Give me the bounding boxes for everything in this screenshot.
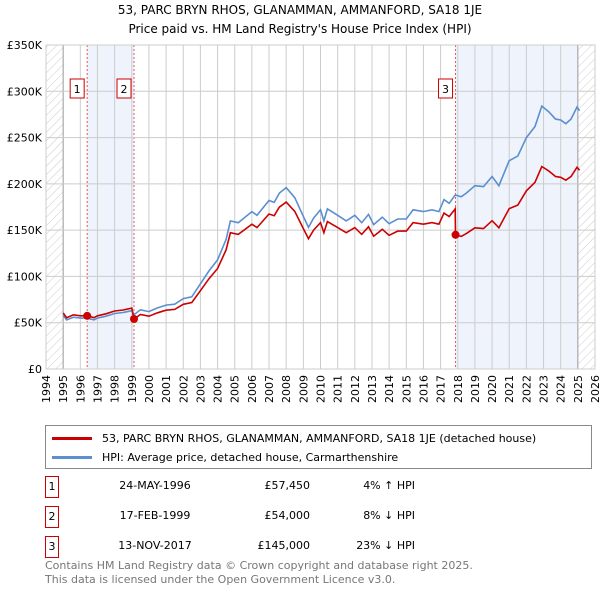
footer: Contains HM Land Registry data © Crown c… xyxy=(45,559,473,587)
sale-number: 2 xyxy=(45,506,59,528)
x-tick-label: 2021 xyxy=(503,375,516,403)
sale-date: 13-NOV-2017 xyxy=(118,539,192,552)
x-tick-label: 2020 xyxy=(486,375,499,403)
sale-price: £145,000 xyxy=(257,539,311,552)
legend-swatch-blue xyxy=(52,455,92,459)
x-tick-label: 2026 xyxy=(589,375,600,403)
sale-label: 3 xyxy=(442,83,449,96)
x-tick-label: 1995 xyxy=(57,375,70,403)
y-tick-label: £100K xyxy=(7,270,43,283)
x-tick-label: 2023 xyxy=(538,375,551,403)
sale-date: 17-FEB-1999 xyxy=(119,509,191,522)
sale-price: £54,000 xyxy=(264,509,311,522)
x-tick-label: 1994 xyxy=(40,375,53,403)
sale-number: 1 xyxy=(45,476,59,498)
x-tick-label: 2000 xyxy=(143,375,156,403)
sale-label: 1 xyxy=(74,83,81,96)
x-tick-label: 2009 xyxy=(297,375,310,403)
plot-border xyxy=(45,44,596,370)
sale-price: £57,450 xyxy=(264,479,311,492)
y-tick-label: £0 xyxy=(28,363,42,376)
chart-title: 53, PARC BRYN RHOS, GLANAMMAN, AMMANFORD… xyxy=(118,3,482,17)
x-tick-label: 2022 xyxy=(520,375,533,403)
hatched-region xyxy=(577,45,595,369)
sale-row: 2 17-FEB-1999 £54,000 8% ↓ HPI xyxy=(45,506,415,528)
sale-point xyxy=(451,230,460,239)
sale-label-box xyxy=(438,78,454,99)
legend-label: HPI: Average price, detached house, Carm… xyxy=(102,450,399,464)
x-tick-label: 2025 xyxy=(572,375,585,403)
legend-item-property: 53, PARC BRYN RHOS, GLANAMMAN, AMMANFORD… xyxy=(52,430,536,446)
x-tick-label: 2005 xyxy=(229,375,242,403)
sale-row: 3 13-NOV-2017 £145,000 23% ↓ HPI xyxy=(45,536,415,558)
x-tick-label: 2018 xyxy=(452,375,465,403)
sale-point xyxy=(130,315,139,324)
x-tick-label: 2015 xyxy=(400,375,413,403)
sale-hpi-diff: 4% ↑ HPI xyxy=(363,479,415,492)
legend-swatch-red xyxy=(52,436,92,440)
y-tick-label: £50K xyxy=(14,317,43,330)
x-tick-label: 2008 xyxy=(280,375,293,403)
x-tick-label: 1997 xyxy=(91,375,104,403)
x-tick-label: 2012 xyxy=(349,375,362,403)
sale-hpi-diff: 23% ↓ HPI xyxy=(356,539,415,552)
x-tick-label: 2011 xyxy=(332,375,345,403)
hatched-region xyxy=(46,45,64,369)
x-tick-label: 2006 xyxy=(246,375,259,403)
price-chart: 53, PARC BRYN RHOS, GLANAMMAN, AMMANFORD… xyxy=(7,3,600,403)
x-tick-label: 2017 xyxy=(435,375,448,403)
x-tick-label: 2013 xyxy=(366,375,379,403)
y-tick-label: £300K xyxy=(7,85,43,98)
y-tick-label: £350K xyxy=(7,39,43,52)
x-tick-label: 2003 xyxy=(194,375,207,403)
x-tick-label: 2014 xyxy=(383,375,396,403)
sale-hpi-diff: 8% ↓ HPI xyxy=(363,509,415,522)
hpi-line xyxy=(62,104,581,321)
legend: 53, PARC BRYN RHOS, GLANAMMAN, AMMANFORD… xyxy=(45,425,592,469)
x-tick-label: 2002 xyxy=(177,375,190,403)
sale-label-box xyxy=(69,78,85,99)
legend-label: 53, PARC BRYN RHOS, GLANAMMAN, AMMANFORD… xyxy=(102,431,537,445)
x-tick-label: 2016 xyxy=(417,375,430,403)
x-tick-label: 1998 xyxy=(109,375,122,403)
sale-row: 1 24-MAY-1996 £57,450 4% ↑ HPI xyxy=(45,476,415,498)
chart-subtitle: Price paid vs. HM Land Registry's House … xyxy=(128,22,471,36)
x-tick-label: 2007 xyxy=(263,375,276,403)
x-tick-label: 2024 xyxy=(555,375,568,403)
y-tick-label: £200K xyxy=(7,178,43,191)
x-tick-label: 2004 xyxy=(212,375,225,403)
footer-licence: This data is licensed under the Open Gov… xyxy=(45,573,396,586)
shaded-period xyxy=(455,45,578,369)
sale-point xyxy=(83,311,92,320)
legend-item-hpi: HPI: Average price, detached house, Carm… xyxy=(52,449,398,465)
sale-label-box xyxy=(116,78,132,99)
sale-date: 24-MAY-1996 xyxy=(119,479,191,492)
price-paid-line xyxy=(62,165,581,321)
y-tick-label: £150K xyxy=(7,224,43,237)
footer-copyright: Contains HM Land Registry data © Crown c… xyxy=(45,559,473,572)
x-tick-label: 2010 xyxy=(315,375,328,403)
y-tick-label: £250K xyxy=(7,132,43,145)
x-tick-label: 2001 xyxy=(160,375,173,403)
sale-label: 2 xyxy=(121,83,128,96)
x-tick-label: 1996 xyxy=(74,375,87,403)
x-tick-label: 2019 xyxy=(469,375,482,403)
x-tick-label: 1999 xyxy=(126,375,139,403)
sale-number: 3 xyxy=(45,536,59,558)
